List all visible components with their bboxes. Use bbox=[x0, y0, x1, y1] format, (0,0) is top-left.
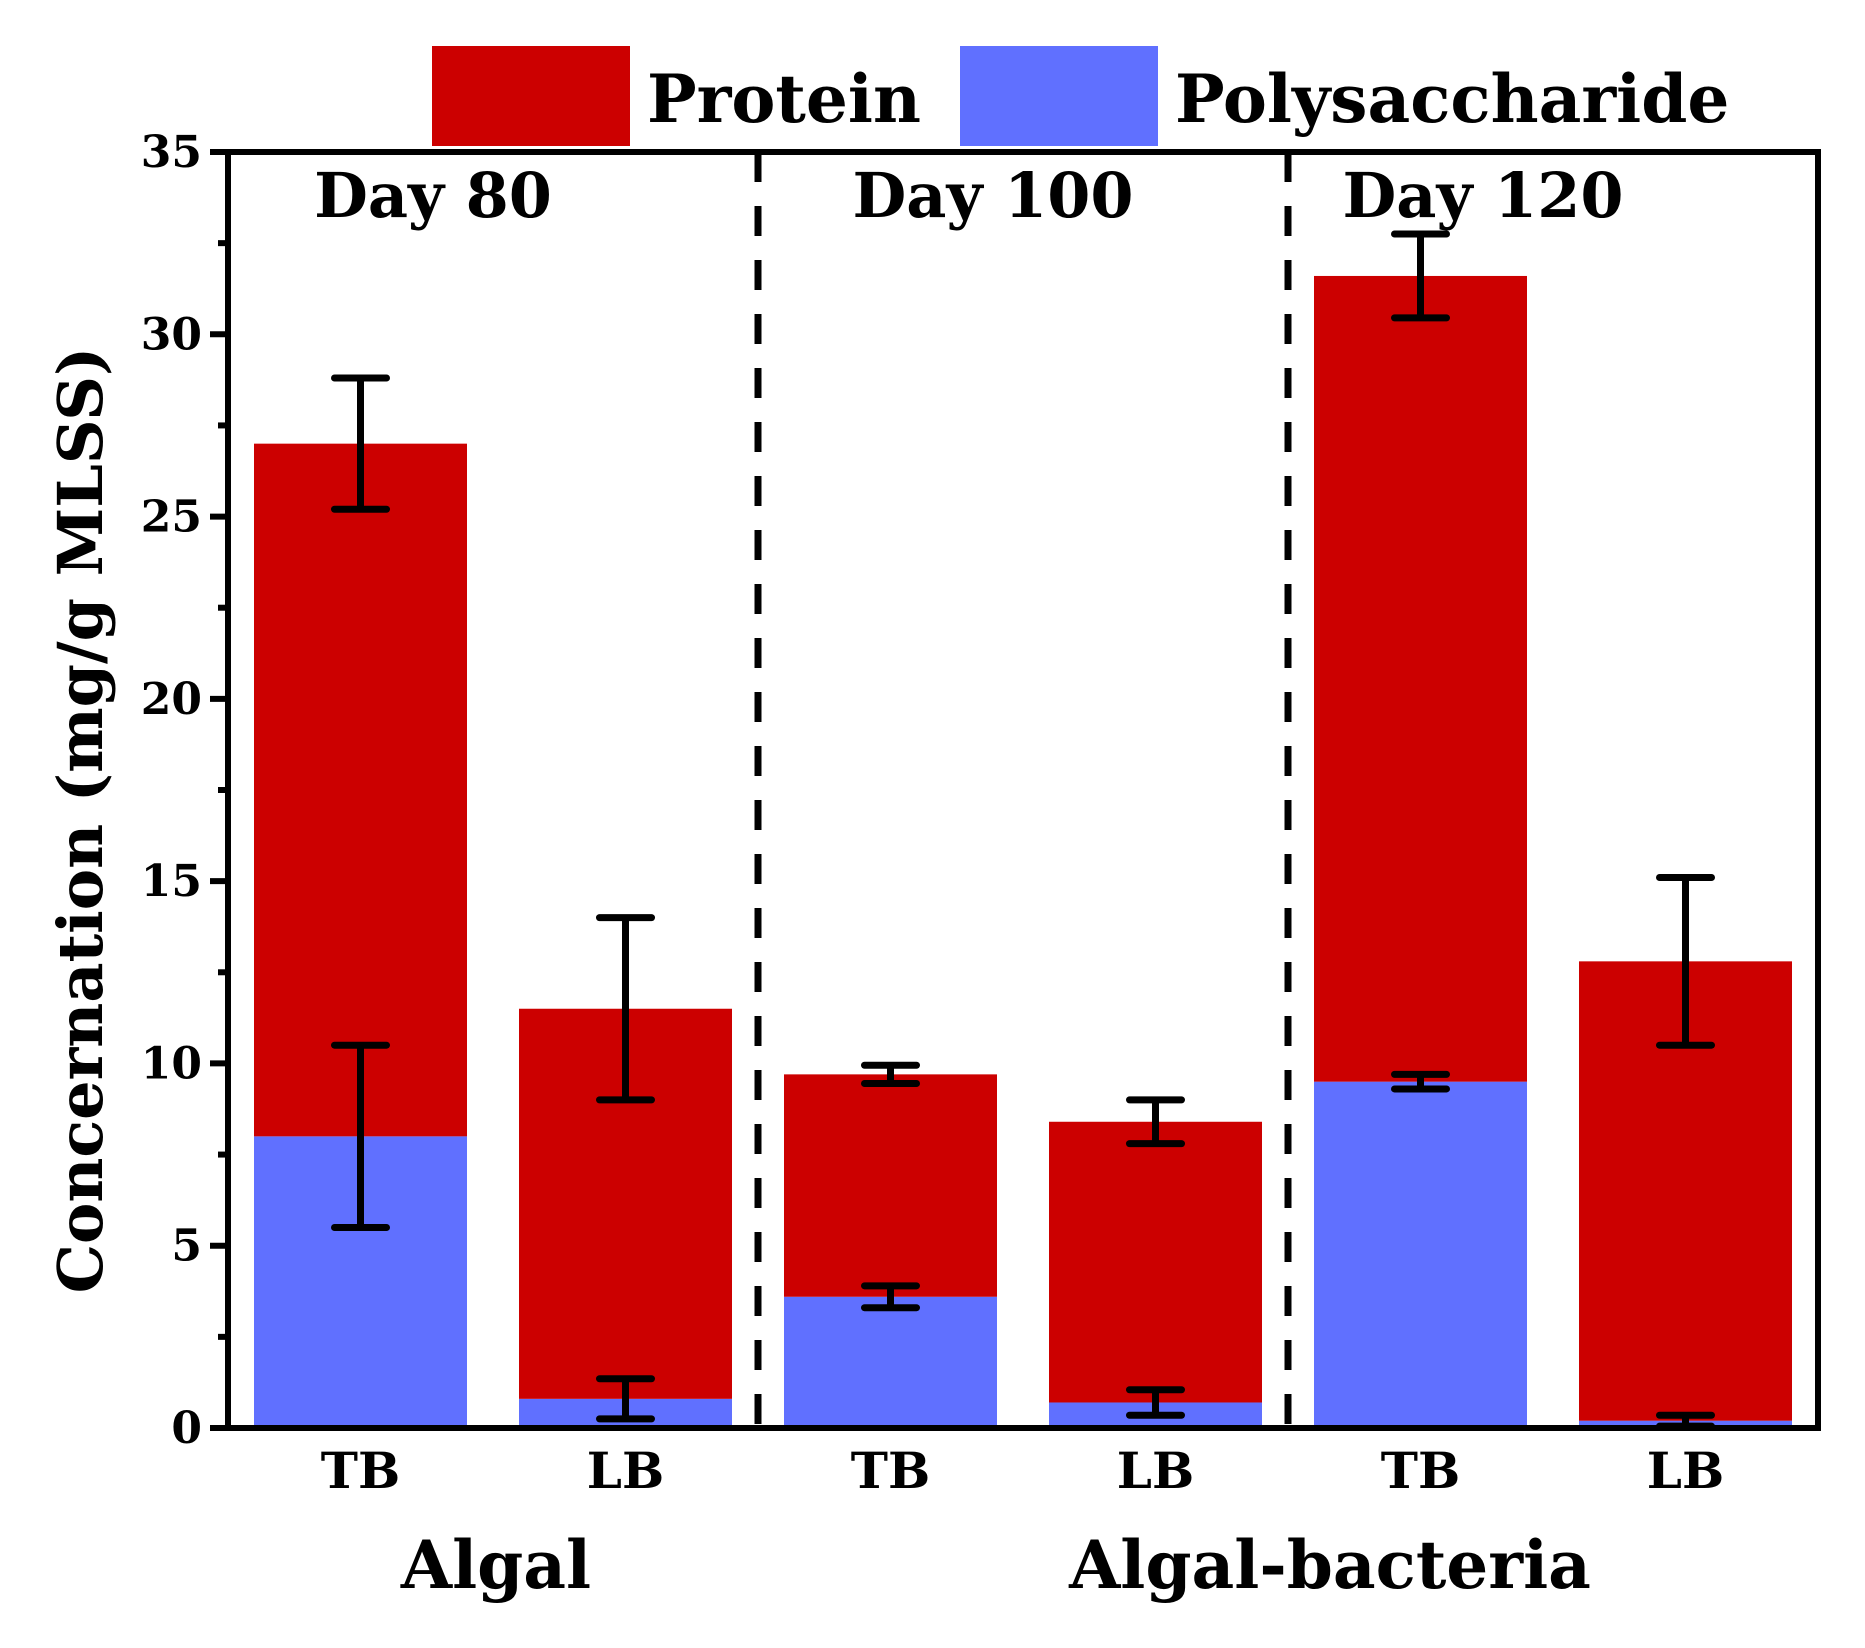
bar-polysaccharide-5 bbox=[1314, 1081, 1527, 1428]
error-bar-protein-3 bbox=[861, 1061, 920, 1087]
error-bar-polysaccharide-5 bbox=[1391, 1070, 1450, 1093]
x-category-label-2: LB bbox=[587, 1441, 664, 1500]
x-category-label-5: TB bbox=[1381, 1441, 1460, 1500]
error-bar-protein-2 bbox=[596, 914, 655, 1104]
day-label-1: Day 80 bbox=[314, 159, 552, 232]
y-tick-label: 30 bbox=[141, 309, 202, 360]
legend-swatch-polysaccharide bbox=[960, 46, 1158, 146]
y-axis: 0 5 10 15 20 25 30 35 bbox=[141, 127, 228, 1454]
day-label-3: Day 120 bbox=[1343, 159, 1624, 232]
error-bar-protein-6 bbox=[1656, 873, 1715, 1049]
y-tick-label: 35 bbox=[141, 127, 202, 178]
group-label-1: Algal bbox=[400, 1526, 591, 1604]
y-tick-label: 25 bbox=[141, 492, 202, 543]
x-category-label-1: TB bbox=[321, 1441, 400, 1500]
legend-item-protein: Protein bbox=[432, 46, 921, 146]
y-tick-label: 0 bbox=[171, 1403, 202, 1454]
x-category-label-3: TB bbox=[851, 1441, 930, 1500]
error-bar-polysaccharide-1 bbox=[331, 1041, 390, 1231]
error-bar-polysaccharide-3 bbox=[861, 1282, 920, 1312]
bars-layer bbox=[254, 275, 1792, 1428]
error-bar-protein-1 bbox=[331, 374, 390, 513]
group-labels: Algal Algal-bacteria bbox=[400, 1526, 1591, 1604]
bar-protein-4 bbox=[1049, 1121, 1262, 1403]
bar-polysaccharide-3 bbox=[784, 1296, 997, 1428]
group-label-2: Algal-bacteria bbox=[1068, 1526, 1591, 1604]
legend-swatch-protein bbox=[432, 46, 630, 146]
y-tick-label: 10 bbox=[141, 1038, 202, 1089]
error-bar-protein-4 bbox=[1126, 1096, 1185, 1148]
y-axis-title: Concernation (mg/g MLSS) bbox=[44, 347, 117, 1294]
bar-protein-1 bbox=[254, 443, 467, 1137]
day-label-2: Day 100 bbox=[853, 159, 1134, 232]
x-category-label-4: LB bbox=[1117, 1441, 1194, 1500]
x-axis-labels: TB LB TB LB TB LB bbox=[321, 1441, 1724, 1500]
y-tick-label: 15 bbox=[141, 856, 202, 907]
y-tick-label: 20 bbox=[141, 674, 202, 725]
legend-label-protein: Protein bbox=[647, 60, 921, 138]
legend-label-polysaccharide: Polysaccharide bbox=[1175, 60, 1729, 138]
legend: Protein Polysaccharide bbox=[432, 46, 1729, 146]
day-labels: Day 80 Day 100 Day 120 bbox=[314, 159, 1623, 232]
x-category-label-6: LB bbox=[1647, 1441, 1724, 1500]
error-bar-protein-5 bbox=[1391, 230, 1450, 322]
legend-item-polysaccharide: Polysaccharide bbox=[960, 46, 1729, 146]
bar-protein-5 bbox=[1314, 275, 1527, 1082]
y-tick-label: 5 bbox=[171, 1221, 202, 1272]
error-bar-polysaccharide-2 bbox=[596, 1375, 655, 1423]
error-bar-polysaccharide-4 bbox=[1126, 1386, 1185, 1419]
bar-protein-3 bbox=[784, 1074, 997, 1297]
